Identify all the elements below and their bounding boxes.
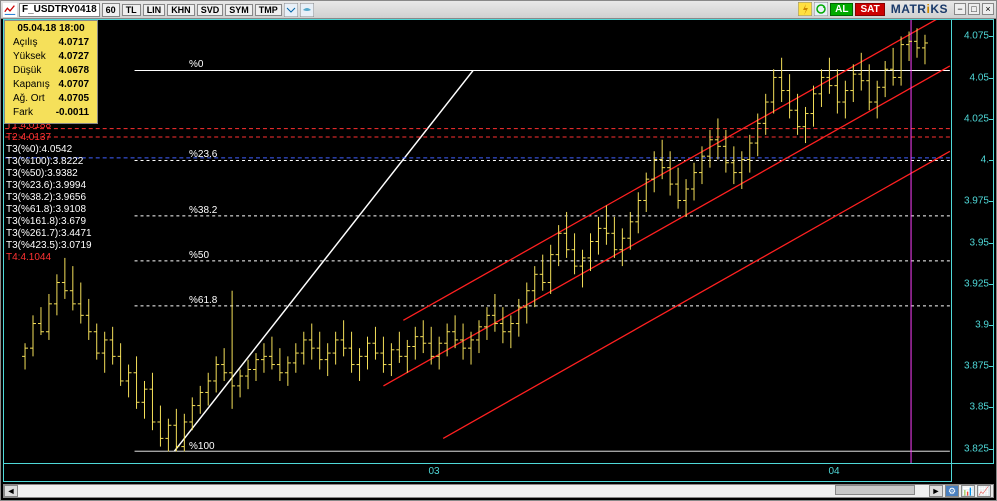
bird-icon[interactable] <box>300 3 314 17</box>
t-level-label: T3(%100):3.8222 <box>6 156 83 168</box>
ohlc-key: Düşük <box>11 65 52 77</box>
t-level-label: T3(%423.5):3.0719 <box>6 240 92 252</box>
ohlc-key: Açılış <box>11 37 52 49</box>
t-level-label: T3(%0):4.0542 <box>6 144 72 156</box>
titlebar: F_USDTRY0418 60 TLLINKHNSVDSYMTMP AL SAT… <box>1 1 996 19</box>
t-level-label: T3(%161.8):3.679 <box>6 216 86 228</box>
tool-icon-1[interactable]: ⚙ <box>945 485 959 497</box>
t-level-label: T3(%61.8):3.9108 <box>6 204 86 216</box>
ohlc-value: 4.0705 <box>54 93 91 105</box>
toolbar-tmp-button[interactable]: TMP <box>255 4 282 16</box>
ohlc-info-box: 05.04.18 18:00 Açılış4.0717Yüksek4.0727D… <box>4 20 98 124</box>
y-tick-label: 4.05 <box>970 72 989 83</box>
y-tick-label: 3.925 <box>964 278 989 289</box>
x-tick-label: 04 <box>828 466 839 477</box>
fib-level-label: %100 <box>189 441 215 452</box>
ohlc-value: 4.0717 <box>54 37 91 49</box>
x-tick-label: 03 <box>428 466 439 477</box>
maximize-button[interactable]: □ <box>968 3 980 15</box>
tool-icon-3[interactable]: 📈 <box>977 485 991 497</box>
t-level-label: T3(%23.6):3.9994 <box>6 180 86 192</box>
scroll-track[interactable] <box>18 485 929 497</box>
sell-button[interactable]: SAT <box>855 3 884 16</box>
scroll-left-button[interactable]: ◄ <box>4 485 18 497</box>
dropdown-icon[interactable] <box>284 3 298 17</box>
period-button[interactable]: 60 <box>102 3 120 17</box>
x-axis: 03 04 <box>3 464 952 482</box>
fib-level-label: %61.8 <box>189 295 217 306</box>
plot-region[interactable]: 05.04.18 18:00 Açılış4.0717Yüksek4.0727D… <box>3 19 952 464</box>
refresh-icon[interactable] <box>814 2 828 16</box>
app-logo-icon <box>3 3 17 17</box>
y-tick-label: 3.9 <box>975 319 989 330</box>
brand-label: MATRiKS <box>891 2 948 16</box>
close-button[interactable]: × <box>982 3 994 15</box>
buy-button[interactable]: AL <box>830 3 853 16</box>
ohlc-value: -0.0011 <box>54 107 91 119</box>
y-tick-label: 4.025 <box>964 113 989 124</box>
toolbar-tl-button[interactable]: TL <box>122 4 141 16</box>
ohlc-datetime: 05.04.18 18:00 <box>9 23 93 35</box>
y-tick-label: 3.825 <box>964 443 989 454</box>
toolbar-lin-button[interactable]: LIN <box>143 4 166 16</box>
horizontal-scrollbar[interactable]: ◄ ► ⚙ 📊 📈 <box>3 484 994 498</box>
y-tick-label: 4. <box>981 155 989 166</box>
t-level-label: T3(%50):3.9382 <box>6 168 78 180</box>
fib-level-label: %0 <box>189 59 203 70</box>
ohlc-key: Ağ. Ort <box>11 93 52 105</box>
chart-area: 05.04.18 18:00 Açılış4.0717Yüksek4.0727D… <box>3 19 994 482</box>
t-level-label: T3(%38.2):3.9656 <box>6 192 86 204</box>
ohlc-key: Fark <box>11 107 52 119</box>
y-tick-label: 4.075 <box>964 31 989 42</box>
minimize-button[interactable]: − <box>954 3 966 15</box>
toolbar-svd-button[interactable]: SVD <box>197 4 224 16</box>
ohlc-value: 4.0727 <box>54 51 91 63</box>
fib-level-label: %23.6 <box>189 149 217 160</box>
ohlc-value: 4.0678 <box>54 65 91 77</box>
scroll-right-button[interactable]: ► <box>929 485 943 497</box>
flash-icon[interactable] <box>798 2 812 16</box>
y-axis: 3.825 3.85 3.875 3.9 3.925 3.95 3.975 4. 4.025 4.… <box>952 19 994 464</box>
ohlc-key: Yüksek <box>11 51 52 63</box>
fib-level-label: %50 <box>189 250 209 261</box>
symbol-field[interactable]: F_USDTRY0418 <box>19 3 100 17</box>
fib-level-label: %38.2 <box>189 205 217 216</box>
y-tick-label: 3.85 <box>970 402 989 413</box>
toolbar-khn-button[interactable]: KHN <box>167 4 195 16</box>
chart-window: F_USDTRY0418 60 TLLINKHNSVDSYMTMP AL SAT… <box>0 0 997 501</box>
ohlc-value: 4.0707 <box>54 79 91 91</box>
toolbar-sym-button[interactable]: SYM <box>225 4 253 16</box>
ohlc-key: Kapanış <box>11 79 52 91</box>
tool-icon-2[interactable]: 📊 <box>961 485 975 497</box>
y-tick-label: 3.95 <box>970 237 989 248</box>
t-level-label: T3(%261.7):3.4471 <box>6 228 92 240</box>
t-level-label: T2:4.0137 <box>6 132 51 144</box>
t-level-label: T4:4.1044 <box>6 252 51 264</box>
y-tick-label: 3.975 <box>964 196 989 207</box>
y-tick-label: 3.875 <box>964 361 989 372</box>
scroll-thumb[interactable] <box>835 485 915 495</box>
